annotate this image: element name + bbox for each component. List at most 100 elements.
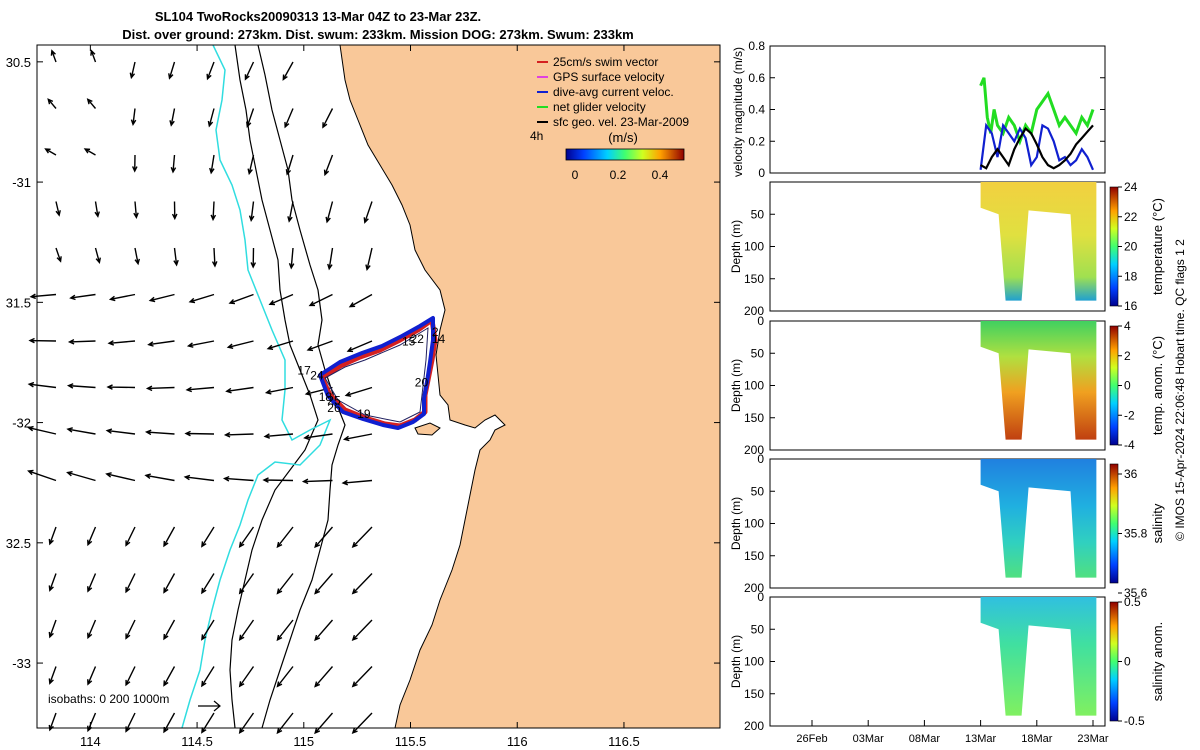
current-vector-arrow	[163, 619, 176, 641]
current-vector-arrow	[303, 433, 333, 441]
section-colorbar-label: 22	[1124, 210, 1138, 224]
map-xtick-label: 114.5	[181, 734, 213, 749]
section-colorbar-label: 18	[1124, 269, 1138, 283]
current-vector-arrow	[314, 666, 334, 688]
time-axis: 26Feb 03Mar 08Mar 13Mar 18Mar 23Mar	[796, 720, 1109, 745]
current-vector-arrow	[314, 526, 334, 549]
current-vector-arrow	[86, 98, 97, 109]
current-vector-arrow	[268, 293, 294, 306]
current-vector-arrow	[248, 201, 255, 222]
current-vector-arrow	[186, 340, 215, 348]
colorbar-gradient	[565, 148, 685, 161]
colorbar-title: (m/s)	[608, 130, 638, 145]
current-vector-arrow	[168, 61, 176, 80]
current-vector-arrow	[125, 573, 136, 594]
current-vector-arrow	[351, 666, 373, 688]
current-vector-arrow	[276, 573, 294, 595]
time-tick-label: 18Mar	[1021, 733, 1053, 745]
current-vector-arrow	[308, 293, 333, 307]
current-vector-arrow	[341, 479, 373, 486]
day-label: 18	[319, 390, 333, 404]
section-data	[980, 597, 1097, 716]
current-vector-arrow	[238, 573, 255, 595]
current-vector-arrow	[322, 108, 334, 129]
map-ytick-label: 32.5	[6, 536, 31, 551]
velocity-ytick-label: 0.8	[748, 39, 765, 53]
current-vector-arrow	[87, 526, 97, 547]
section-ylabel: Depth (m)	[729, 359, 743, 412]
current-vector-arrow	[351, 573, 373, 595]
current-vector-arrow	[170, 154, 177, 174]
day-label: 20	[415, 376, 429, 390]
current-vector-arrow	[238, 619, 255, 641]
time-tick-label: 13Mar	[965, 733, 997, 745]
colorbar-tick-0: 0	[572, 168, 579, 182]
section-ytick-label: 100	[744, 240, 764, 254]
current-vector-arrow	[276, 666, 294, 688]
current-vector-arrow	[183, 474, 215, 482]
current-vector-arrow	[201, 573, 215, 595]
map-ytick-label: 30.5	[6, 55, 31, 70]
section-colorbar	[1109, 601, 1119, 722]
current-vector-arrow	[94, 201, 100, 218]
rottnest-island	[414, 422, 441, 436]
section-colorbar	[1109, 186, 1119, 307]
colorbar-time-label: 4h	[530, 129, 543, 143]
section-colorbar	[1109, 325, 1119, 446]
map-ytick-label: 31.5	[6, 295, 31, 310]
section-colorbar-label: 16	[1124, 299, 1138, 313]
current-vector-arrow	[276, 526, 294, 549]
velocity-series	[979, 77, 1095, 171]
section-colorbar-label: 35.8	[1124, 527, 1148, 541]
current-vector-arrow	[27, 425, 57, 435]
current-vector-arrow	[327, 247, 334, 271]
current-vector-arrow	[282, 61, 294, 81]
section-ytick-label: 200	[744, 443, 764, 457]
current-vector-arrow	[48, 666, 57, 685]
section-colorbar-label: 0.5	[1124, 595, 1141, 609]
time-tick-label: 08Mar	[909, 733, 941, 745]
colorbar-tick-04: 0.4	[652, 168, 669, 182]
map-xtick-label: 116.5	[608, 734, 640, 749]
velocity-ylabel: velocity magnitude (m/s)	[731, 47, 745, 177]
section-panel-temperature: 50 100 150 200 Depth (m) 24 22 20 18 16 temperatur…	[729, 180, 1165, 318]
current-vector-arrow	[50, 49, 57, 63]
current-vector-arrow	[171, 201, 178, 221]
map-xtick-label: 114	[80, 734, 101, 749]
map-ytick-label: -32	[12, 416, 31, 431]
map-xtick-label: 115.5	[395, 734, 427, 749]
current-vector-arrow	[263, 433, 294, 439]
time-tick-label: 26Feb	[796, 733, 827, 745]
current-vector-arrow	[44, 148, 57, 156]
current-vector-arrow	[276, 619, 294, 642]
map-ytick-label: -33	[12, 656, 31, 671]
current-vector-arrow	[306, 340, 333, 352]
day-label: 26	[327, 401, 341, 415]
current-vector-arrow	[67, 338, 96, 345]
current-vector-arrow	[323, 154, 334, 177]
land-mass	[339, 45, 720, 728]
section-ytick-label: 100	[744, 517, 764, 531]
current-vector-arrow	[55, 247, 62, 263]
current-vector-arrow	[225, 386, 254, 394]
current-vector-arrow	[348, 293, 373, 308]
current-vector-arrow	[105, 428, 136, 435]
section-ytick-label: 100	[744, 379, 764, 393]
section-ytick-label: 150	[744, 272, 764, 286]
current-vector-arrow	[314, 619, 334, 642]
current-vector-arrow	[285, 154, 294, 176]
current-vector-arrow	[66, 383, 96, 389]
day-label: 22	[411, 332, 425, 346]
current-vector-arrow	[55, 201, 61, 217]
velocity-series-line	[979, 122, 1095, 171]
section-colorbar-label: 20	[1124, 240, 1138, 254]
section-colorbar-title: salinity anom.	[1150, 622, 1165, 701]
current-vector-arrow	[29, 293, 57, 300]
current-vector-arrow	[226, 340, 254, 349]
current-vector-arrow	[106, 384, 136, 390]
credit-text: © IMOS 15-Apr-2024 22:06:48 Hobart time.…	[1173, 239, 1187, 541]
current-vector-arrow	[301, 478, 333, 485]
current-vector-arrow	[247, 154, 255, 176]
